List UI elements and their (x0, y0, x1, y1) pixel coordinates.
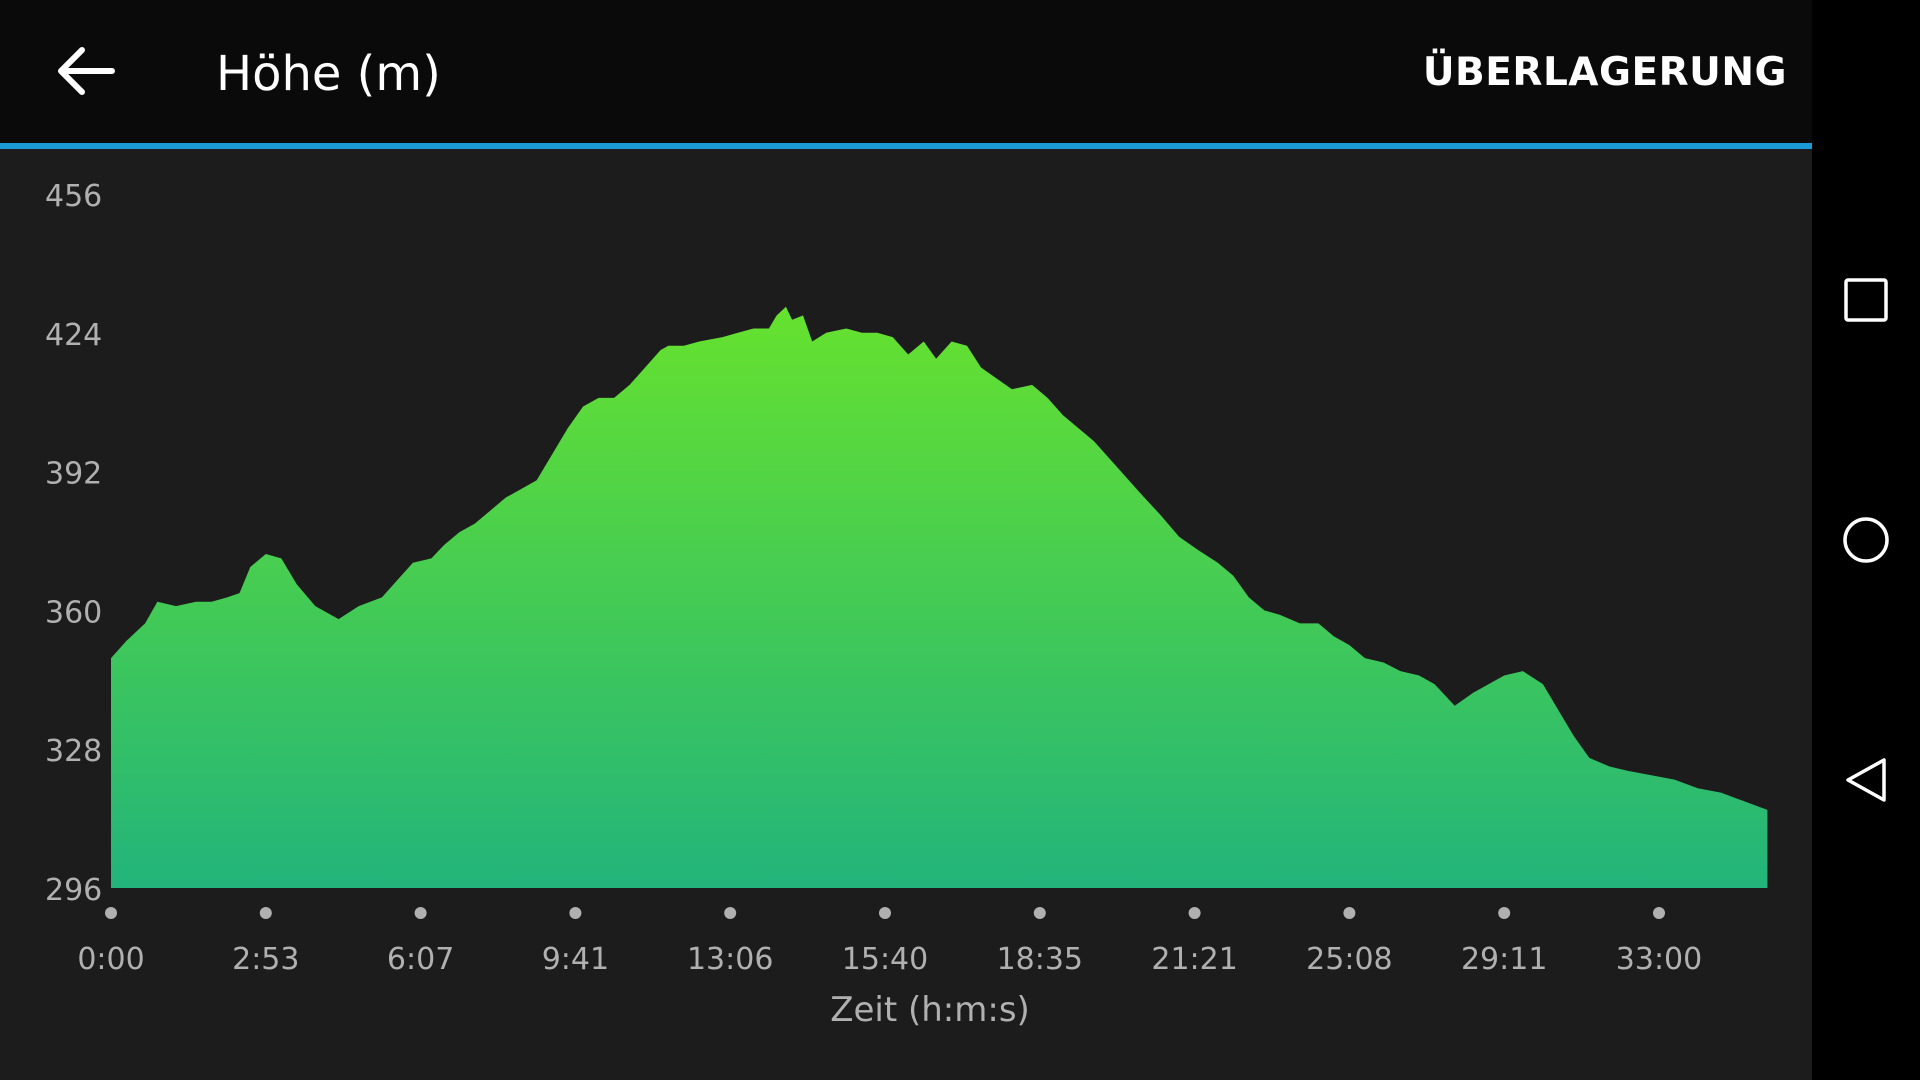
arrow-left-icon (58, 47, 115, 95)
back-button[interactable] (52, 38, 118, 104)
x-tick-dot (259, 907, 272, 919)
elevation-chart: 456 424 392 360 328 296 0:00 2:53 6:07 9:41 13:06… (45, 179, 1768, 1030)
accent-divider (0, 143, 1812, 149)
overlay-button[interactable]: ÜBERLAGERUNG (1422, 50, 1787, 95)
y-tick-label: 424 (45, 318, 102, 353)
x-tick-label: 18:35 (997, 942, 1083, 977)
triangle-left-icon (1846, 758, 1886, 802)
y-tick-label: 456 (45, 179, 102, 214)
x-tick-dot (724, 907, 737, 919)
y-tick-label: 360 (45, 595, 102, 630)
system-navigation-bar (1812, 0, 1920, 1080)
x-tick-dot (879, 907, 891, 919)
x-tick-dot (105, 907, 117, 919)
x-tick-dot (1498, 907, 1511, 919)
y-tick-label: 296 (45, 873, 102, 908)
x-tick-label: 13:06 (687, 942, 773, 977)
recents-button[interactable] (1812, 250, 1920, 350)
x-tick-dot (569, 907, 582, 919)
x-tick-dot (1033, 907, 1046, 919)
x-tick-label: 33:00 (1616, 942, 1702, 977)
circle-icon (1843, 517, 1889, 563)
x-tick-label: 6:07 (387, 942, 454, 977)
nav-back-button[interactable] (1812, 730, 1920, 830)
square-icon (1844, 278, 1888, 322)
x-tick-dot (414, 907, 427, 919)
y-tick-label: 328 (45, 734, 102, 769)
app-screen: Höhe (m) ÜBERLAGERUNG 456 424 392 360 328 296… (0, 0, 1812, 1080)
page-title: Höhe (m) (216, 46, 441, 102)
x-tick-dot (1188, 907, 1201, 919)
x-tick-label: 0:00 (77, 942, 144, 977)
x-axis: 0:00 2:53 6:07 9:41 13:06 15:40 18:35 21:21 25:0… (77, 907, 1702, 977)
x-tick-label: 29:11 (1461, 942, 1547, 977)
x-tick-label: 21:21 (1151, 942, 1237, 977)
x-axis-label: Zeit (h:m:s) (830, 990, 1030, 1030)
x-tick-dot (1343, 907, 1356, 919)
home-button[interactable] (1812, 490, 1920, 590)
elevation-area (111, 306, 1768, 888)
x-tick-label: 2:53 (232, 942, 299, 977)
x-tick-label: 9:41 (542, 942, 609, 977)
x-tick-dot (1653, 907, 1665, 919)
top-app-bar: Höhe (m) ÜBERLAGERUNG (0, 0, 1812, 143)
x-tick-label: 15:40 (842, 942, 928, 977)
y-axis: 456 424 392 360 328 296 (45, 179, 102, 908)
y-tick-label: 392 (45, 457, 102, 492)
x-tick-label: 25:08 (1306, 942, 1392, 977)
